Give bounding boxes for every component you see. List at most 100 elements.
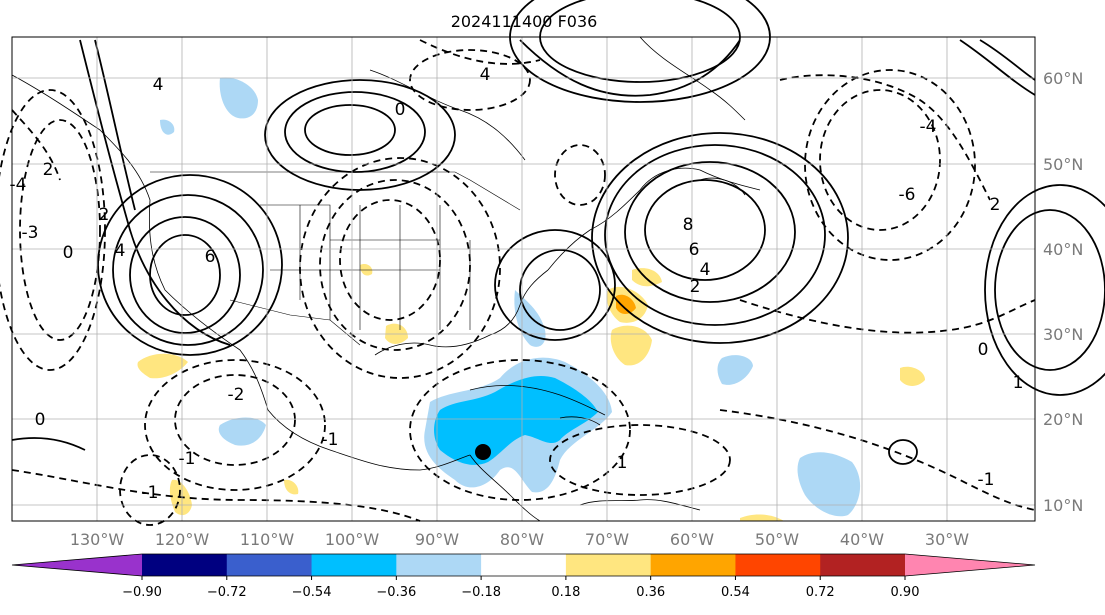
contour-high-atlantic-3: [604, 144, 826, 326]
contour-label: 6: [205, 247, 216, 267]
contour-label: 4: [700, 260, 711, 280]
colorbar: −0.90 −0.72 −0.54 −0.36 −0.18 0.18 0.36 0.54 0.7…: [11, 553, 1036, 600]
colorbar-segment: [311, 554, 397, 576]
contour-label: 4: [153, 75, 164, 95]
longitude-labels: 130°W 120°W 110°W 100°W 90°W 80°W 70°W 6…: [70, 530, 969, 549]
colorbar-tick-label: −0.18: [461, 585, 501, 600]
contour-label: 6: [689, 240, 700, 260]
contour-label: -1: [142, 483, 159, 503]
shade-atlantic-east: [797, 452, 861, 517]
coastline-gulf: [374, 269, 549, 356]
coastline-east: [547, 167, 761, 271]
colorbar-tick-label: 0.18: [551, 585, 580, 600]
contour-west-ridge: [79, 39, 231, 346]
contour-high-atlantic-4: [591, 132, 849, 344]
contour-label: -1: [322, 430, 339, 450]
us-canada-border: [150, 171, 521, 211]
lon-label: 90°W: [415, 530, 459, 549]
contour-low-gulf: [409, 359, 631, 501]
contour-dashed-atlantic-north: [779, 74, 991, 201]
contour-low-plains-2: [319, 179, 471, 351]
contour-label: -4: [920, 117, 937, 137]
shade-nw: [160, 119, 175, 135]
contour-east-2: [984, 184, 1105, 396]
contour-label: -3: [22, 223, 39, 243]
colorbar-segment: [565, 554, 652, 576]
shade-yellow-2: [610, 325, 652, 366]
contour-labels: 4 4 2 -3 0 -4 4 6 8 6 4 2 -6 -4 0 2 -2 -…: [10, 65, 1024, 503]
colorbar-arrow-low: [12, 554, 142, 576]
map-panel: 4 4 2 -3 0 -4 4 6 8 6 4 2 -6 -4 0 2 -2 -…: [0, 0, 1105, 526]
lon-label: 130°W: [70, 530, 125, 549]
shade-caribbean-dark: [434, 375, 598, 465]
lat-label: 10°N: [1043, 496, 1083, 515]
contour-west-ridge-2: [94, 39, 136, 211]
contour-label: 2: [990, 195, 1001, 215]
shade-yellow-3: [632, 268, 662, 287]
lon-label: 100°W: [325, 530, 380, 549]
lon-label: 40°W: [840, 530, 884, 549]
contour-low-quebec: [554, 144, 606, 206]
contour-low-pacific-1: [19, 119, 101, 341]
contour-dashed-north-mid: [419, 39, 541, 65]
lat-label: 60°N: [1043, 69, 1083, 88]
colorbar-segment: [226, 554, 313, 576]
colorbar-tick-label: 0.90: [891, 585, 920, 600]
colorbar-tick-label: −0.54: [292, 585, 332, 600]
figure-title: 2024111400 F036: [451, 12, 598, 31]
coastline-greenland: [639, 36, 746, 121]
lon-label: 80°W: [500, 530, 544, 549]
contour-high-southwest-4: [97, 174, 283, 356]
shade-yellow-6: [900, 366, 925, 386]
contour-east-1: [994, 209, 1105, 371]
contour-label: 0: [395, 100, 406, 120]
contour-high-southwest-2: [129, 216, 241, 334]
storm-center-marker: [475, 444, 491, 460]
colorbar-tick-label: −0.36: [376, 585, 416, 600]
contour-dashed-east-2: [719, 409, 1036, 511]
coastline-hispaniola: [559, 416, 601, 426]
contour-low-hudson: [409, 49, 531, 111]
contour-low-mexico-2: [144, 359, 326, 491]
coastline-cuba: [469, 385, 606, 416]
lon-label: 110°W: [240, 530, 295, 549]
shade-yellow-1: [137, 353, 188, 379]
map-frame: [11, 36, 1036, 522]
coastline-central-america: [469, 454, 541, 522]
contour-label: -2: [228, 385, 245, 405]
lon-label: 70°W: [585, 530, 629, 549]
contour-label: 2: [99, 205, 110, 225]
contour-high-canada-2: [284, 91, 426, 173]
contour-label: 2: [43, 160, 54, 180]
contour-dashed-east-1: [739, 299, 1036, 334]
coastlines: [11, 36, 761, 522]
negative-contours: [0, 39, 1036, 526]
colorbar-tick-label: −0.72: [207, 585, 247, 600]
lon-label: 60°W: [670, 530, 714, 549]
colorbar-segment: [142, 554, 228, 576]
latitude-labels: 60°N 50°N 40°N 30°N 20°N 10°N: [1043, 69, 1083, 515]
contour-low-atlantic-1: [819, 89, 941, 231]
coastline-north-america-west: [11, 74, 471, 471]
colorbar-segment: [650, 554, 736, 576]
state-line-1: [260, 204, 331, 320]
lat-label: 50°N: [1043, 155, 1083, 174]
contour-high-canada-1: [304, 104, 396, 156]
political-boundaries: [150, 171, 521, 346]
contour-low-caribbean: [549, 424, 731, 496]
contour-small-east: [888, 439, 918, 465]
colorbar-tick-label: −0.90: [122, 585, 162, 600]
lat-label: 30°N: [1043, 325, 1083, 344]
lat-label: 20°N: [1043, 410, 1083, 429]
contour-label: 0: [35, 410, 46, 430]
contour-ne-3: [979, 39, 1036, 81]
contour-high-atlantic-1: [644, 179, 766, 281]
colorbar-segment: [820, 554, 906, 576]
shaded-anomalies: [137, 77, 925, 521]
contour-low-plains-1: [339, 199, 441, 321]
colorbar-tick-label: 0.54: [721, 585, 750, 600]
contour-dashed-south-1: [11, 469, 421, 522]
contour-label: 2: [690, 277, 701, 297]
contour-label: 1: [617, 453, 628, 473]
